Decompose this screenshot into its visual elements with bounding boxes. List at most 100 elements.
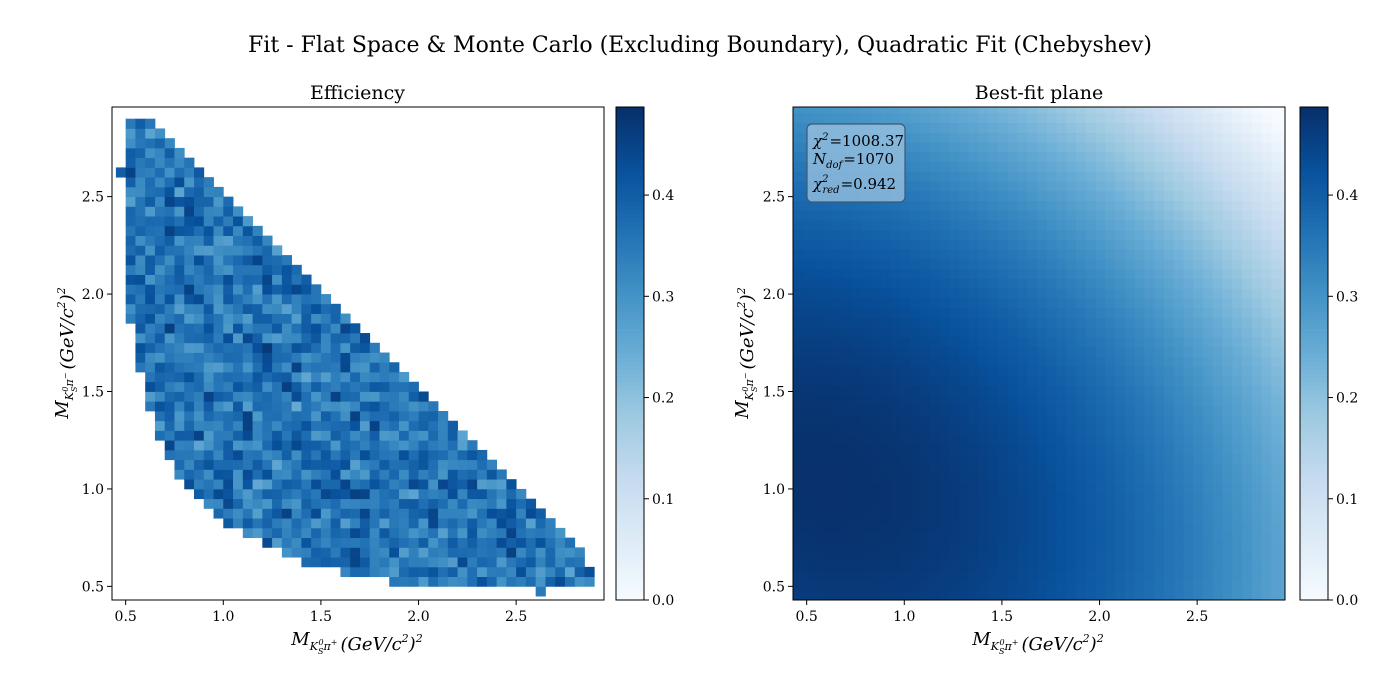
efficiency-cell (408, 498, 419, 509)
bestfit-cell (978, 375, 989, 387)
bestfit-cell (1242, 356, 1253, 367)
efficiency-cell (223, 255, 234, 266)
bestfit-cell (1105, 112, 1116, 124)
bestfit-cell (880, 395, 892, 406)
efficiency-cell (359, 566, 371, 578)
bestfit-cell (1261, 200, 1272, 211)
colorbar-segment (1300, 583, 1328, 589)
bestfit-cell (822, 463, 833, 474)
bestfit-cell (988, 414, 999, 426)
bestfit-cell (1115, 561, 1126, 572)
bestfit-cell (1271, 483, 1282, 494)
bestfit-cell (1271, 336, 1282, 348)
bestfit-cell (1163, 414, 1175, 426)
bestfit-cell (841, 541, 853, 552)
bestfit-cell (793, 278, 804, 289)
efficiency-cell (369, 557, 380, 568)
colorbar-segment (1300, 415, 1328, 420)
efficiency-cell (233, 342, 244, 353)
bestfit-cell (1251, 249, 1263, 260)
efficiency-cell (203, 274, 214, 285)
efficiency-cell (164, 391, 175, 402)
colorbar-segment (616, 394, 644, 400)
colorbar-segment (616, 267, 644, 272)
bestfit-cell (1124, 444, 1136, 455)
bestfit-cell (1203, 142, 1214, 153)
bestfit-cell (822, 210, 833, 221)
efficiency-cell (428, 401, 439, 412)
bestfit-cell (1154, 200, 1165, 211)
bestfit-cell (998, 492, 1009, 504)
bestfit-cell (1134, 220, 1145, 231)
bestfit-cell (1007, 151, 1019, 163)
efficiency-cell (272, 391, 283, 402)
bestfit-cell (1163, 112, 1175, 124)
efficiency-cell (233, 274, 244, 285)
efficiency-cell (203, 333, 214, 344)
bestfit-cell (1154, 434, 1165, 445)
efficiency-cell (301, 352, 312, 363)
bestfit-cell (1037, 502, 1048, 513)
bestfit-cell (958, 580, 970, 591)
bestfit-cell (1183, 181, 1194, 192)
efficiency-cell (291, 372, 302, 383)
bestfit-cell (812, 453, 823, 465)
bestfit-cell (1017, 463, 1028, 474)
bestfit-cell (968, 278, 979, 289)
efficiency-cell (281, 284, 293, 295)
bestfit-cell (1271, 112, 1282, 124)
colorbar-segment (1300, 378, 1328, 383)
bestfit-cell (1242, 112, 1253, 124)
bestfit-cell (1232, 288, 1243, 299)
bestfit-cell (910, 107, 921, 114)
bestfit-cell (1193, 395, 1204, 406)
bestfit-cell (1222, 570, 1233, 582)
bestfit-cell (998, 424, 1009, 435)
efficiency-cell (330, 459, 341, 470)
bestfit-cell (832, 551, 843, 562)
bestfit-cell (1095, 317, 1106, 328)
bestfit-cell (851, 473, 862, 484)
efficiency-cell (428, 537, 439, 548)
bestfit-cell (949, 424, 960, 435)
efficiency-cell (184, 196, 195, 207)
colorbar-segment (616, 439, 644, 445)
bestfit-cell (1105, 453, 1116, 465)
bestfit-cell (968, 366, 979, 377)
efficiency-cell (213, 333, 224, 344)
bestfit-cell (998, 405, 1009, 416)
y-tick-label: 1.5 (82, 384, 104, 400)
bestfit-cell (1124, 531, 1136, 543)
bestfit-cell (1027, 268, 1038, 279)
bestfit-cell (793, 375, 804, 387)
bestfit-cell (958, 297, 970, 309)
bestfit-cell (1212, 551, 1224, 562)
efficiency-cell (164, 440, 175, 451)
bestfit-cell (861, 424, 872, 435)
efficiency-cell (545, 547, 556, 558)
bestfit-cell (1193, 561, 1204, 572)
bestfit-cell (890, 366, 901, 377)
bestfit-cell (1085, 405, 1097, 416)
bestfit-cell (822, 249, 833, 260)
bestfit-cell (1154, 288, 1165, 299)
efficiency-cell (389, 488, 400, 500)
colorbar-segment (616, 300, 644, 305)
bestfit-cell (851, 200, 862, 211)
efficiency-cell (320, 391, 332, 402)
bestfit-cell (871, 317, 882, 328)
efficiency-cell (516, 508, 527, 519)
bestfit-cell (1251, 229, 1263, 241)
bestfit-cell (1193, 463, 1204, 474)
bestfit-cell (890, 531, 901, 543)
bestfit-cell (1163, 541, 1175, 552)
bestfit-cell (1007, 336, 1019, 348)
bestfit-cell (988, 239, 999, 250)
bestfit-cell (1085, 590, 1097, 601)
bestfit-cell (1154, 112, 1165, 124)
bestfit-cell (1173, 463, 1184, 474)
efficiency-cell (135, 294, 146, 305)
efficiency-cell (389, 362, 400, 373)
efficiency-cell (194, 303, 205, 314)
bestfit-cell (1183, 171, 1194, 182)
